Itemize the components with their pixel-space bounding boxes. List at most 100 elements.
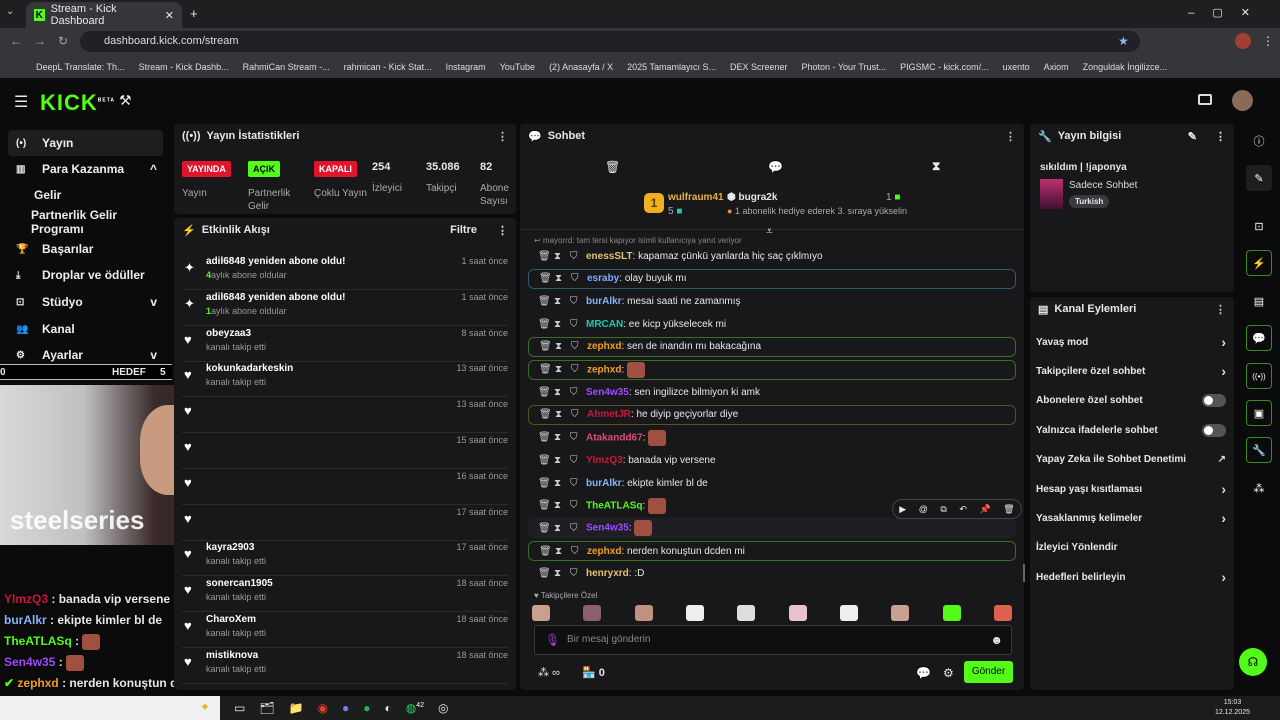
bookmark-item[interactable]: PIGSMC - kick.com/... <box>900 61 989 72</box>
bookmark-star-icon[interactable]: ★ <box>1118 34 1129 48</box>
sidebar-item-4[interactable]: 🏆 Başarılar <box>8 236 163 262</box>
bookmark-item[interactable]: DEX Screener <box>729 61 788 72</box>
delete-icon[interactable]: 🗑 <box>538 318 551 330</box>
chat-message[interactable]: 🗑 ⧗ ⛉ TheATLASq: <box>528 496 1016 516</box>
delete-icon[interactable]: 🗑 <box>538 295 551 307</box>
chat-message[interactable]: 🗑 ⧗ ⛉ henryxrd: :D <box>538 568 645 580</box>
chat-username[interactable]: enessSLT <box>586 250 633 262</box>
sidebar-item-8[interactable]: ⚙ Ayarlar v <box>8 342 163 368</box>
chat-message[interactable]: 🗑 ⧗ ⛉ esraby: olay buyuk mı <box>528 268 1016 289</box>
more-icon[interactable]: ⋮ <box>1215 130 1226 143</box>
timeout-icon[interactable]: ⧗ <box>554 318 562 330</box>
more-icon[interactable]: ⋮ <box>497 224 508 237</box>
chat-username[interactable]: TheATLASq <box>586 500 643 512</box>
emote-button[interactable] <box>634 605 653 621</box>
copy-icon[interactable]: ⧉ <box>940 503 947 514</box>
more-icon[interactable]: ⋮ <box>1215 303 1226 316</box>
chat-message[interactable]: 🗑 ⧗ ⛉ zephxd: <box>528 359 1016 380</box>
taskbar-search[interactable]: ✦ <box>0 696 220 720</box>
app-icon[interactable]: ◎ <box>438 701 449 715</box>
more-icon[interactable]: ⋮ <box>1005 130 1016 143</box>
channel-points[interactable]: ⁂ ∞ <box>538 667 560 679</box>
task-view-icon[interactable]: ▭ <box>234 701 246 715</box>
hourglass-icon[interactable]: ⧗ <box>932 159 941 173</box>
chat-username[interactable]: zephxd <box>587 545 622 557</box>
timeout-icon[interactable]: ⧗ <box>554 250 562 262</box>
chat-message[interactable]: 🗑 ⧗ ⛉ zephxd: sen de inandın mı bakacağına <box>528 336 1016 357</box>
ban-shield-icon[interactable]: ⛉ <box>570 477 578 489</box>
bookmark-item[interactable]: Instagram <box>445 61 486 72</box>
ban-shield-icon[interactable]: ⛉ <box>570 500 578 512</box>
emote-button[interactable] <box>685 605 704 621</box>
toggle-switch[interactable] <box>1202 394 1226 408</box>
steam-icon[interactable]: ◐ <box>384 701 392 715</box>
play-icon[interactable]: ▶ <box>899 503 907 514</box>
channel-action-item[interactable]: Yapay Zeka ile Sohbet Denetimi ↗ <box>1036 454 1226 466</box>
document-icon[interactable]: ▤ <box>1253 295 1265 308</box>
delete-icon[interactable]: 🗑 <box>538 500 551 512</box>
event-username[interactable]: sonercan1905 <box>206 578 273 590</box>
support-headset-icon[interactable]: ☊ <box>1239 648 1267 676</box>
trash-icon[interactable]: 🗑 <box>605 160 621 174</box>
emote-button[interactable] <box>737 605 756 621</box>
user-avatar[interactable] <box>1232 90 1253 111</box>
timeout-icon[interactable]: ⧗ <box>554 386 562 398</box>
channel-action-item[interactable]: İzleyici Yönlendir <box>1036 542 1118 554</box>
ban-shield-icon[interactable]: ⛉ <box>570 432 578 444</box>
delete-icon[interactable]: 🗑 <box>538 432 551 444</box>
ban-shield-icon[interactable]: ⛉ <box>570 386 578 398</box>
ban-shield-icon[interactable]: ⛉ <box>570 454 578 466</box>
second-gifter[interactable]: bugra2k <box>738 192 778 203</box>
more-icon[interactable]: ⋮ <box>497 130 508 143</box>
bookmark-item[interactable]: Axiom <box>1043 61 1069 72</box>
profile-avatar[interactable] <box>1235 33 1251 49</box>
chat-username[interactable]: zephxd <box>587 341 622 353</box>
chat-message[interactable]: 🗑 ⧗ ⛉ enessSLT: kapamaz çünkü yanlarda hiç … <box>538 250 823 262</box>
tab-search-icon[interactable]: ⌄ <box>6 6 15 17</box>
delete-icon[interactable]: 🗑 <box>539 341 552 353</box>
chat-scrollbar[interactable] <box>1023 564 1025 582</box>
top-gifter[interactable]: wulfraum41 <box>668 192 724 203</box>
chat-message[interactable]: 🗑 ⧗ ⛉ burAlkr: ekipte kimler bl de <box>538 477 708 489</box>
timeout-icon[interactable]: ⧗ <box>555 409 563 421</box>
filter-button[interactable]: Filtre <box>450 224 477 236</box>
bookmark-item[interactable]: RahmiCan Stream -... <box>242 61 330 72</box>
timeout-icon[interactable]: ⧗ <box>555 273 563 285</box>
ban-shield-icon[interactable]: ⛉ <box>571 341 579 353</box>
delete-icon[interactable]: 🗑 <box>538 386 551 398</box>
emote-button[interactable] <box>993 605 1012 621</box>
wallet-icon[interactable] <box>1198 94 1212 105</box>
category-name[interactable]: Sadece Sohbet <box>1069 180 1138 191</box>
delete-icon[interactable]: 🗑 <box>539 545 552 557</box>
chat-username[interactable]: esraby <box>587 273 620 285</box>
ban-shield-icon[interactable]: ⛉ <box>570 522 578 534</box>
timeout-icon[interactable]: ⧗ <box>554 432 562 444</box>
event-username[interactable]: CharoXem <box>206 614 257 625</box>
emote-button[interactable] <box>839 605 858 621</box>
sidebar-item-6[interactable]: ⊡ Stüdyo v <box>8 289 163 315</box>
emote-button[interactable] <box>532 605 550 621</box>
timeout-icon[interactable]: ⧗ <box>555 341 563 353</box>
chat-message[interactable]: 🗑 ⧗ ⛉ burAlkr: mesai saati ne zamanmış <box>538 295 741 307</box>
chat-icon[interactable]: 💬 <box>768 160 783 174</box>
menu-icon[interactable]: ☰ <box>14 94 29 111</box>
ban-shield-icon[interactable]: ⛉ <box>571 409 579 421</box>
new-tab-button[interactable]: + <box>190 6 198 21</box>
chat-username[interactable]: henryxrd <box>586 568 629 580</box>
points-icon[interactable]: ⁂ <box>1253 482 1265 495</box>
sidebar-item-5[interactable]: ⤓ Droplar ve ödüller <box>8 262 163 288</box>
delete-icon[interactable]: 🗑 <box>538 522 551 534</box>
nav-buttons[interactable]: ←→↻ <box>10 34 81 48</box>
chat-username[interactable]: Atakandd67 <box>586 432 643 444</box>
delete-icon[interactable]: 🗑 <box>1003 503 1015 514</box>
timeout-icon[interactable]: ⧗ <box>554 295 562 307</box>
chat-username[interactable]: YlmzQ3 <box>586 454 623 466</box>
collapse-icon[interactable]: ⩡ <box>766 224 773 238</box>
microphone-icon[interactable]: 🎙 <box>545 633 561 647</box>
chrome-icon[interactable]: ◉ <box>317 701 329 715</box>
ban-shield-icon[interactable]: ⛉ <box>570 295 578 307</box>
timeout-icon[interactable]: ⧗ <box>554 477 562 489</box>
emote-button[interactable] <box>891 605 910 621</box>
chat-icon[interactable]: 💬 <box>1246 325 1272 351</box>
timeout-icon[interactable]: ⧗ <box>554 500 562 512</box>
